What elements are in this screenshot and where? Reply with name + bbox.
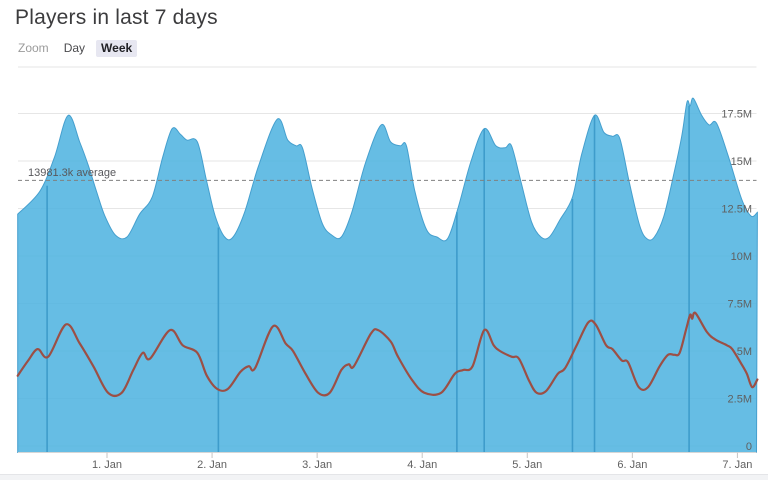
zoom-label: Zoom: [18, 41, 49, 55]
in-game-line-series: [16, 311, 759, 397]
y-axis-label: 0: [746, 441, 752, 453]
y-axis-label: 15M: [731, 156, 752, 168]
x-axis-label: 3. Jan: [302, 459, 332, 471]
y-axis-label: 2.5M: [728, 394, 752, 406]
x-axis-label: 1. Jan: [92, 459, 122, 471]
y-axis-label: 7.5M: [728, 299, 752, 311]
range-day-button[interactable]: Day: [59, 40, 90, 57]
x-axis-label: 2. Jan: [197, 459, 227, 471]
page-title: Players in last 7 days: [15, 6, 218, 29]
x-axis-label: 6. Jan: [617, 459, 647, 471]
average-label: 13981.3k average: [28, 167, 116, 179]
x-axis-label: 7. Jan: [722, 459, 752, 471]
y-axis-label: 12.5M: [721, 204, 752, 216]
y-axis-label: 5M: [737, 346, 752, 358]
page-footer-strip: [0, 474, 768, 480]
range-selector: Zoom Day Week: [18, 39, 138, 57]
x-axis-label: 5. Jan: [512, 459, 542, 471]
players-area-series: [17, 97, 758, 453]
range-week-button[interactable]: Week: [96, 39, 138, 57]
y-axis-label: 17.5M: [721, 109, 752, 121]
y-axis-label: 10M: [731, 251, 752, 263]
x-axis-label: 4. Jan: [407, 459, 437, 471]
